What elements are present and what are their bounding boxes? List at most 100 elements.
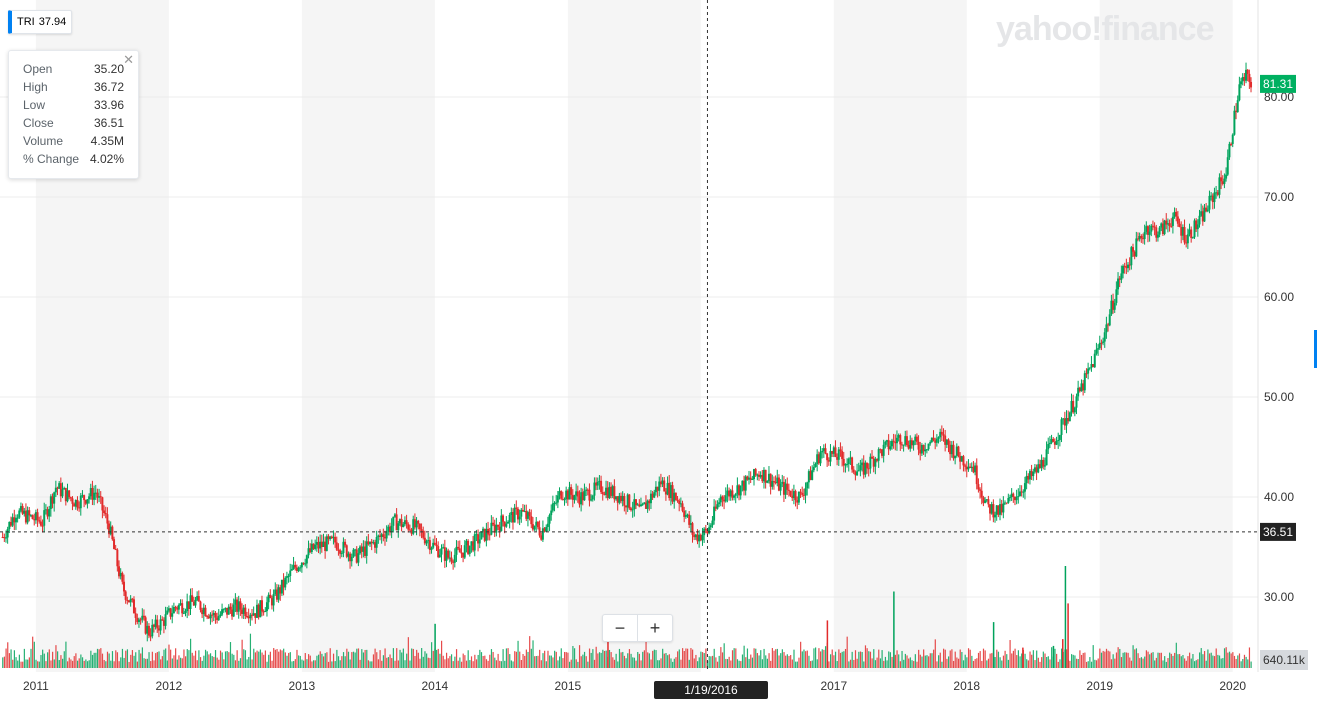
- candle-body: [302, 562, 305, 564]
- candle-body: [623, 496, 626, 506]
- candle-body: [621, 496, 624, 502]
- volume-bar: [572, 645, 574, 668]
- volume-bar: [213, 656, 215, 668]
- candle-body: [294, 564, 297, 568]
- candle-body: [837, 449, 840, 460]
- volume-spike-bar: [1022, 647, 1024, 668]
- candle-body: [817, 454, 820, 464]
- candle-body: [1118, 278, 1121, 280]
- volume-bar: [721, 652, 724, 668]
- candle-body: [1004, 502, 1007, 504]
- candle-body: [922, 445, 925, 452]
- volume-bar: [647, 652, 649, 668]
- candle-body: [1080, 383, 1083, 392]
- candle-body: [229, 606, 232, 610]
- volume-bar: [1232, 652, 1234, 668]
- candle-body: [136, 617, 139, 623]
- candle-body: [1117, 278, 1120, 290]
- volume-bar: [1174, 652, 1176, 668]
- ticker-chip[interactable]: TRI 37.94: [8, 10, 73, 34]
- candle-body: [854, 472, 857, 476]
- volume-bar: [665, 653, 667, 668]
- volume-bar: [981, 660, 983, 668]
- candle-body: [1025, 475, 1028, 484]
- candle-body: [578, 496, 581, 505]
- candle-body: [728, 490, 731, 497]
- volume-bar: [934, 639, 936, 668]
- candle-body: [137, 619, 140, 623]
- volume-bar: [916, 661, 918, 668]
- candle-body: [784, 483, 787, 495]
- volume-bar: [1170, 653, 1172, 668]
- volume-bar: [560, 648, 562, 668]
- candle-body: [792, 491, 795, 499]
- candle-body: [761, 475, 764, 482]
- candle-body: [932, 437, 935, 441]
- candle-body: [894, 441, 897, 444]
- volume-bar: [1195, 660, 1197, 668]
- volume-bar: [1080, 654, 1083, 668]
- candle-body: [483, 528, 486, 541]
- candle-body: [468, 545, 471, 554]
- volume-bar: [28, 657, 30, 668]
- candle-body: [729, 490, 732, 497]
- candle-body: [696, 534, 699, 542]
- candle-body: [1102, 341, 1105, 343]
- candle-body: [872, 458, 875, 467]
- volume-bar: [427, 657, 429, 668]
- candle-body: [1166, 223, 1169, 225]
- candle-body: [467, 540, 470, 554]
- candle-body: [1098, 342, 1101, 349]
- volume-bar: [381, 660, 383, 668]
- candle-body: [939, 431, 942, 438]
- candle-body: [8, 521, 11, 530]
- volume-bar: [529, 636, 531, 668]
- candle-body: [370, 541, 373, 544]
- volume-bar: [487, 660, 489, 668]
- volume-bar: [652, 650, 654, 668]
- volume-bar: [716, 661, 719, 668]
- volume-bar: [1212, 655, 1214, 668]
- volume-bar: [573, 648, 576, 668]
- candle-body: [889, 446, 892, 450]
- candle-body: [329, 536, 332, 540]
- volume-bar: [678, 649, 680, 668]
- volume-bar: [725, 658, 727, 668]
- candle-body: [997, 505, 1000, 515]
- volume-bar: [239, 658, 242, 668]
- crosshair-date-label: 1/19/2016: [654, 681, 768, 699]
- right-edge-handle[interactable]: [1314, 330, 1317, 368]
- close-icon[interactable]: ✕: [123, 52, 134, 67]
- candle-body: [443, 547, 446, 561]
- ohlc-row-low: Low 33.96: [23, 98, 124, 116]
- candle-body: [13, 517, 16, 523]
- volume-bar: [1248, 647, 1251, 668]
- candle-body: [1052, 438, 1055, 442]
- candle-body: [992, 504, 995, 518]
- volume-bar: [492, 651, 494, 668]
- candle-body: [250, 614, 253, 616]
- volume-bar: [1104, 651, 1106, 668]
- candle-body: [683, 510, 686, 517]
- candle-body: [608, 486, 611, 498]
- candle-body: [869, 456, 872, 469]
- candle-body: [1210, 195, 1213, 197]
- candle-body: [224, 607, 227, 610]
- zoom-out-button[interactable]: −: [614, 617, 626, 638]
- candle-body: [270, 598, 273, 606]
- volume-bar: [793, 649, 795, 668]
- candle-body: [1090, 364, 1093, 368]
- candle-body: [533, 525, 536, 530]
- zoom-in-button[interactable]: +: [637, 615, 672, 641]
- candle-body: [807, 471, 810, 483]
- candle-body: [1088, 367, 1091, 369]
- volume-bar: [1057, 661, 1059, 668]
- volume-bar: [718, 655, 720, 668]
- candle-body: [475, 534, 478, 536]
- candle-body: [558, 491, 561, 496]
- candle-body: [831, 451, 834, 454]
- candle-body: [214, 612, 217, 618]
- candle-body: [131, 598, 134, 600]
- candle-body: [1163, 220, 1166, 234]
